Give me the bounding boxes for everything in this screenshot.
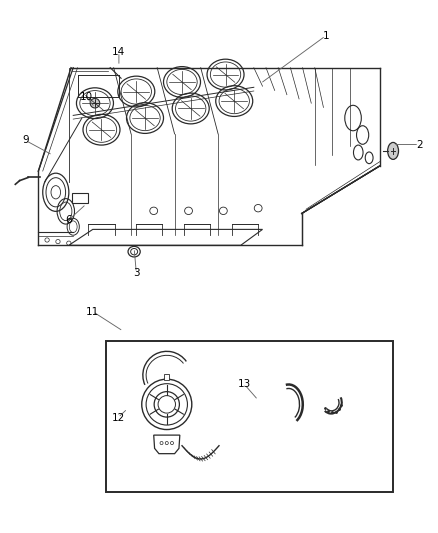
Text: 14: 14 bbox=[112, 47, 126, 56]
Text: 13: 13 bbox=[238, 379, 251, 389]
Text: 3: 3 bbox=[133, 268, 140, 278]
Polygon shape bbox=[164, 374, 170, 381]
Text: 6: 6 bbox=[66, 215, 72, 225]
Text: 9: 9 bbox=[22, 135, 28, 146]
Text: 12: 12 bbox=[111, 413, 125, 423]
Ellipse shape bbox=[90, 99, 100, 108]
Text: 10: 10 bbox=[80, 92, 93, 102]
Text: 11: 11 bbox=[86, 306, 99, 317]
Ellipse shape bbox=[388, 142, 399, 159]
Text: 2: 2 bbox=[416, 140, 423, 150]
Bar bbox=[106, 341, 393, 492]
Text: 1: 1 bbox=[322, 31, 329, 41]
